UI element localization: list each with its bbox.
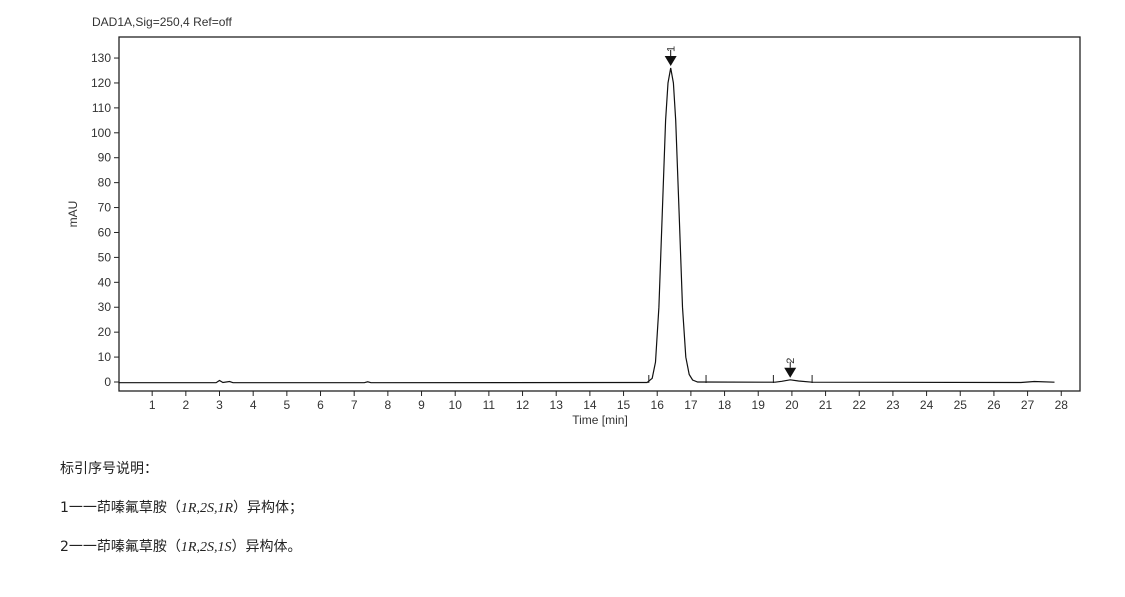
y-tick-label: 100	[91, 126, 111, 140]
x-tick-label: 9	[418, 398, 425, 412]
legend-suffix: ）异构体；	[233, 500, 304, 516]
x-tick-label: 19	[752, 398, 766, 412]
legend-config: 1R,2S,1R	[180, 501, 234, 516]
x-tick-label: 17	[684, 398, 698, 412]
y-tick-label: 130	[91, 51, 111, 65]
x-tick-label: 1	[149, 398, 156, 412]
y-tick-label: 20	[98, 325, 112, 339]
x-tick-label: 18	[718, 398, 732, 412]
y-tick-label: 90	[98, 151, 112, 165]
y-tick-label: 110	[92, 101, 111, 115]
plot-frame	[118, 36, 1081, 392]
legend-item-2: 2一一茚嗪氟草胺（1R,2S,1S）异构体。	[60, 536, 301, 556]
y-tick-label: 0	[104, 375, 111, 389]
x-tick-label: 4	[250, 398, 257, 412]
peak-label: 2	[785, 358, 797, 364]
x-tick-label: 25	[954, 398, 968, 412]
legend-item-1: 1一一茚嗪氟草胺（1R,2S,1R）异构体；	[60, 497, 303, 517]
x-tick-label: 27	[1021, 398, 1035, 412]
x-tick-label: 2	[182, 398, 189, 412]
y-tick-label: 60	[98, 225, 112, 239]
x-tick-label: 14	[583, 398, 597, 412]
y-tick-label: 40	[98, 275, 112, 289]
x-tick-label: 3	[216, 398, 223, 412]
peak-marker-icon	[784, 367, 797, 378]
x-axis-label: Time [min]	[572, 413, 628, 427]
y-tick-label: 30	[98, 300, 112, 314]
x-tick-label: 28	[1055, 398, 1069, 412]
legend-prefix: 1一一茚嗪氟草胺（	[60, 500, 181, 516]
x-tick-label: 7	[351, 398, 358, 412]
chromatogram: DAD1A,Sig=250,4 Ref=off mAU Time [min] 0…	[66, 15, 1081, 427]
x-tick-label: 12	[516, 398, 530, 412]
x-tick-label: 5	[284, 398, 291, 412]
x-tick-label: 13	[550, 398, 564, 412]
legend-prefix: 2一一茚嗪氟草胺（	[60, 539, 181, 555]
signal-trace	[118, 67, 1055, 384]
x-tick-label: 26	[987, 398, 1001, 412]
x-tick-label: 21	[819, 398, 833, 412]
x-tick-label: 24	[920, 398, 934, 412]
y-tick-label: 10	[98, 350, 112, 364]
y-tick-label: 70	[98, 201, 112, 215]
x-tick-label: 11	[483, 398, 496, 412]
legend-heading: 标引序号说明：	[60, 461, 158, 477]
peak-marker-icon	[664, 56, 677, 67]
y-tick-label: 50	[98, 250, 112, 264]
x-tick-label: 22	[853, 398, 867, 412]
y-tick-label: 120	[91, 76, 111, 90]
y-axis-label: mAU	[66, 201, 80, 228]
x-tick-label: 23	[886, 398, 900, 412]
x-tick-label: 6	[317, 398, 324, 412]
x-tick-label: 10	[449, 398, 463, 412]
x-tick-label: 8	[385, 398, 392, 412]
x-tick-label: 20	[785, 398, 799, 412]
legend-config: 1R,2S,1S	[180, 540, 232, 555]
peak-label: 1	[666, 46, 678, 52]
x-tick-label: 16	[651, 398, 665, 412]
chart-title: DAD1A,Sig=250,4 Ref=off	[92, 15, 233, 29]
x-tick-label: 15	[617, 398, 631, 412]
y-tick-label: 80	[98, 176, 112, 190]
legend-suffix: ）异构体。	[231, 539, 302, 555]
